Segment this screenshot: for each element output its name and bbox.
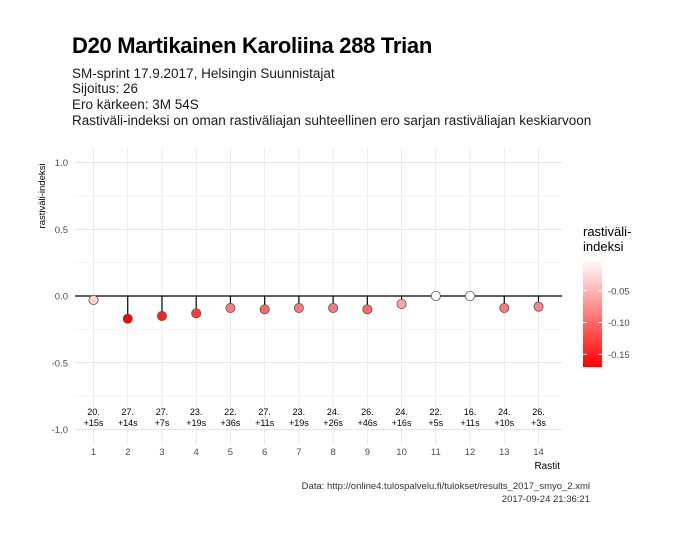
diff-label: +7s [155,418,170,428]
x-tick-label: 6 [262,447,267,458]
subtitle-gap: Ero kärkeen: 3M 54S [72,97,199,112]
subtitle-event: SM-sprint 17.9.2017, Helsingin Suunnista… [72,66,335,81]
x-tick-label: 12 [465,447,476,458]
diff-label: +19s [289,418,309,428]
diff-label: +46s [357,418,377,428]
rank-label: 24. [395,407,408,417]
y-tick-label: 1.0 [55,158,68,169]
legend-title: rastiväli- [583,224,631,239]
x-tick-label: 8 [330,447,335,458]
rank-label: 22. [224,407,237,417]
lollipop-point [396,299,407,310]
lollipop-point [156,311,167,322]
y-axis-title: rastiväli-indeksi [37,164,48,229]
lollipop-point [362,304,373,315]
lollipop-point [122,313,133,324]
rank-label: 23. [190,407,203,417]
x-tick-label: 1 [91,447,96,458]
rank-label: 27. [121,407,134,417]
x-tick-label: 5 [228,447,233,458]
diff-label: +15s [84,418,104,428]
x-tick-label: 9 [365,447,370,458]
x-axis-title: Rastit [534,461,560,472]
y-tick-label: 0.5 [55,225,68,236]
diff-label: +19s [186,418,206,428]
diff-label: +36s [221,418,241,428]
subtitle-rank: Sijoitus: 26 [72,81,139,96]
lollipop-point [430,290,441,301]
lollipop-point [225,303,236,314]
rank-label: 24. [327,407,340,417]
lollipop-point [465,290,476,301]
lollipop-point [328,303,339,314]
x-tick-label: 10 [396,447,407,458]
rank-label: 23. [293,407,306,417]
diff-label: +16s [392,418,412,428]
legend-tick-label: -0.10 [608,318,630,329]
rank-label: 16. [464,407,477,417]
rank-label: 24. [498,407,511,417]
x-tick-label: 4 [194,447,199,458]
lollipop-point [88,295,99,306]
x-tick-label: 2 [125,447,130,458]
x-tick-label: 14 [533,447,544,458]
rank-label: 26. [361,407,374,417]
x-tick-label: 13 [499,447,510,458]
legend-tick-label: -0.15 [608,350,630,361]
rank-label: 20. [87,407,100,417]
diff-label: +10s [494,418,514,428]
y-tick-label: -1.0 [52,425,68,436]
diff-label: +3s [531,418,546,428]
legend-colorbar [583,259,602,367]
lollipop-point [293,303,304,314]
rank-label: 27. [156,407,169,417]
legend-title: indeksi [583,239,624,254]
data-source-caption: Data: http://online4.tulospalvelu.fi/tul… [301,481,590,492]
diff-label: +11s [255,418,275,428]
y-tick-label: 0.0 [55,292,68,303]
rank-label: 26. [532,407,545,417]
x-tick-label: 3 [159,447,164,458]
diff-label: +11s [460,418,480,428]
diff-label: +26s [323,418,343,428]
lollipop-point [533,301,544,312]
y-tick-label: -0.5 [52,358,68,369]
subtitle-description: Rastiväli-indeksi on oman rastiväliajan … [72,113,592,128]
x-tick-label: 11 [431,447,441,458]
lollipop-point [499,303,510,314]
lollipop-point [191,308,202,319]
chart-title: D20 Martikainen Karoliina 288 Trian [72,33,432,58]
diff-label: +5s [428,418,443,428]
rank-label: 27. [258,407,271,417]
rank-label: 22. [430,407,443,417]
timestamp-caption: 2017-09-24 21:36:21 [501,494,590,505]
x-tick-label: 7 [296,447,301,458]
lollipop-point [259,304,270,315]
diff-label: +14s [118,418,138,428]
legend-tick-label: -0.05 [608,286,630,297]
